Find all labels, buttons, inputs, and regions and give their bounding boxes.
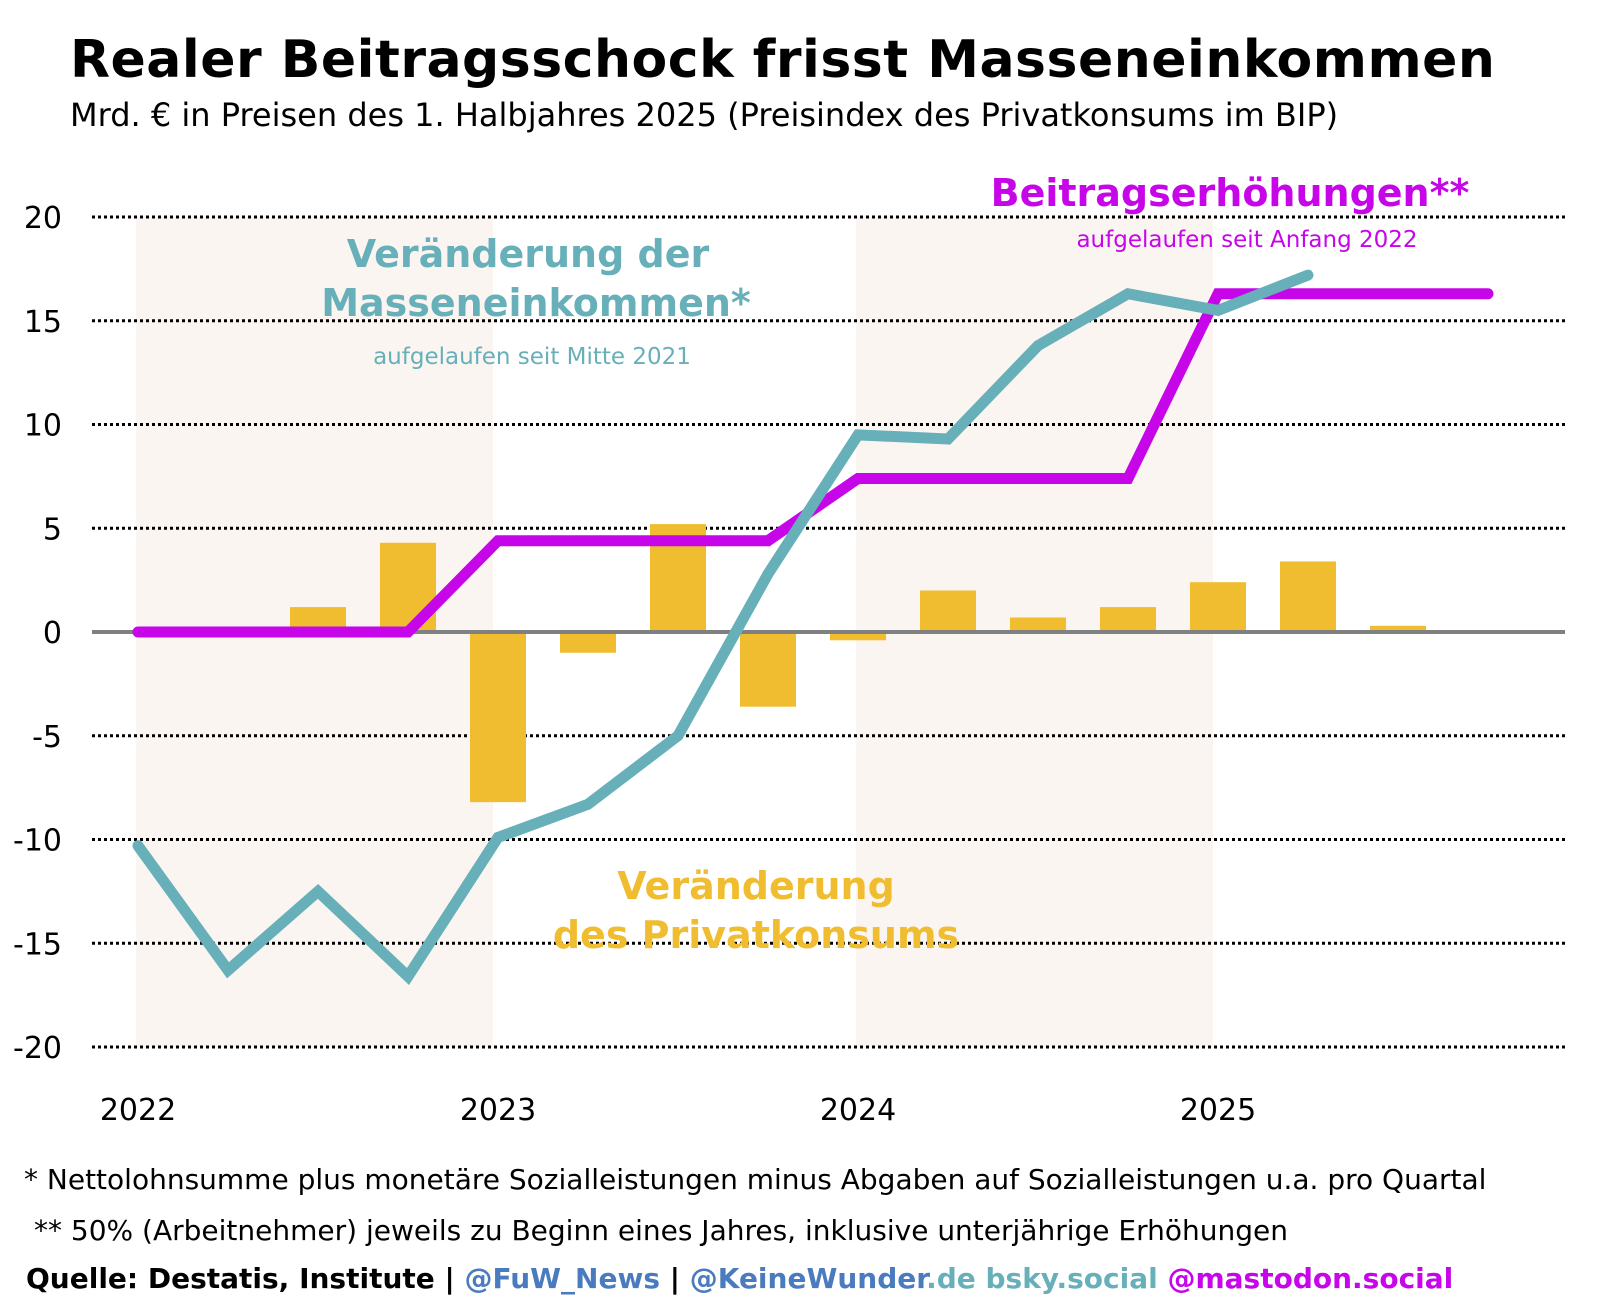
consumption-bar bbox=[1100, 607, 1156, 632]
footnote-1: * Nettolohnsumme plus monetäre Soziallei… bbox=[24, 1163, 1487, 1196]
income-label-line2: Masseneinkommen* bbox=[321, 281, 751, 325]
consumption-bar bbox=[1010, 617, 1066, 632]
footnote-2: ** 50% (Arbeitnehmer) jeweils zu Beginn … bbox=[34, 1214, 1288, 1247]
y-tick-label: -10 bbox=[13, 824, 62, 859]
consumption-bar bbox=[1370, 625, 1426, 632]
income-line bbox=[132, 269, 1314, 985]
consumption-bar bbox=[740, 632, 796, 707]
contribution-label: Beitragserhöhungen** bbox=[991, 171, 1470, 215]
source-separator: | bbox=[660, 1262, 690, 1295]
consumption-bar bbox=[1280, 561, 1336, 632]
y-tick-label: 20 bbox=[24, 201, 62, 236]
income-label-line1: Veränderung der bbox=[347, 232, 710, 276]
y-tick-label: 0 bbox=[43, 616, 62, 651]
annotations: Veränderung der Masseneinkommen* aufgela… bbox=[321, 171, 1469, 957]
consumption-bar bbox=[470, 632, 526, 803]
consumption-bar bbox=[560, 632, 616, 653]
consumption-bar bbox=[830, 632, 886, 641]
y-tick-label: 5 bbox=[43, 512, 62, 547]
x-tick-label: 2024 bbox=[820, 1093, 896, 1128]
series-lines bbox=[132, 269, 1494, 985]
x-axis-ticks: 2022 2023 2024 2025 bbox=[100, 1093, 1256, 1128]
y-tick-label: -5 bbox=[32, 720, 62, 755]
consumption-bar bbox=[920, 590, 976, 632]
income-sublabel: aufgelaufen seit Mitte 2021 bbox=[373, 344, 691, 370]
x-tick-label: 2022 bbox=[100, 1093, 176, 1128]
source-line: Quelle: Destatis, Institute | @FuW_News … bbox=[26, 1262, 1453, 1295]
y-tick-label: -20 bbox=[13, 1031, 62, 1066]
consumption-label-line1: Veränderung bbox=[617, 864, 895, 908]
handle-fuw-news[interactable]: @FuW_News bbox=[464, 1262, 660, 1295]
x-tick-label: 2023 bbox=[460, 1093, 536, 1128]
handle-keinewunder[interactable]: @KeineWunder bbox=[689, 1262, 927, 1295]
y-tick-label: 15 bbox=[24, 305, 62, 340]
chart-subtitle: Mrd. € in Preisen des 1. Halbjahres 2025… bbox=[70, 96, 1339, 134]
handle-bsky[interactable]: .de bsky.social bbox=[926, 1262, 1168, 1295]
chart-title: Realer Beitragsschock frisst Masseneinko… bbox=[70, 30, 1496, 90]
source-prefix: Quelle: Destatis, Institute | bbox=[26, 1262, 465, 1295]
consumption-label-line2: des Privatkonsums bbox=[553, 913, 959, 957]
contribution-sublabel: aufgelaufen seit Anfang 2022 bbox=[1076, 227, 1417, 253]
x-tick-label: 2025 bbox=[1180, 1093, 1256, 1128]
y-tick-label: -15 bbox=[13, 927, 62, 962]
handle-mastodon[interactable]: @mastodon.social bbox=[1167, 1262, 1454, 1295]
consumption-bar bbox=[1190, 582, 1246, 632]
y-tick-label: 10 bbox=[24, 409, 62, 444]
chart-canvas: 20 15 10 5 0 -5 -10 -15 -20 2022 2023 2024 2025 Ver… bbox=[13, 171, 1565, 1128]
y-axis-ticks: 20 15 10 5 0 -5 -10 -15 -20 bbox=[13, 201, 62, 1066]
